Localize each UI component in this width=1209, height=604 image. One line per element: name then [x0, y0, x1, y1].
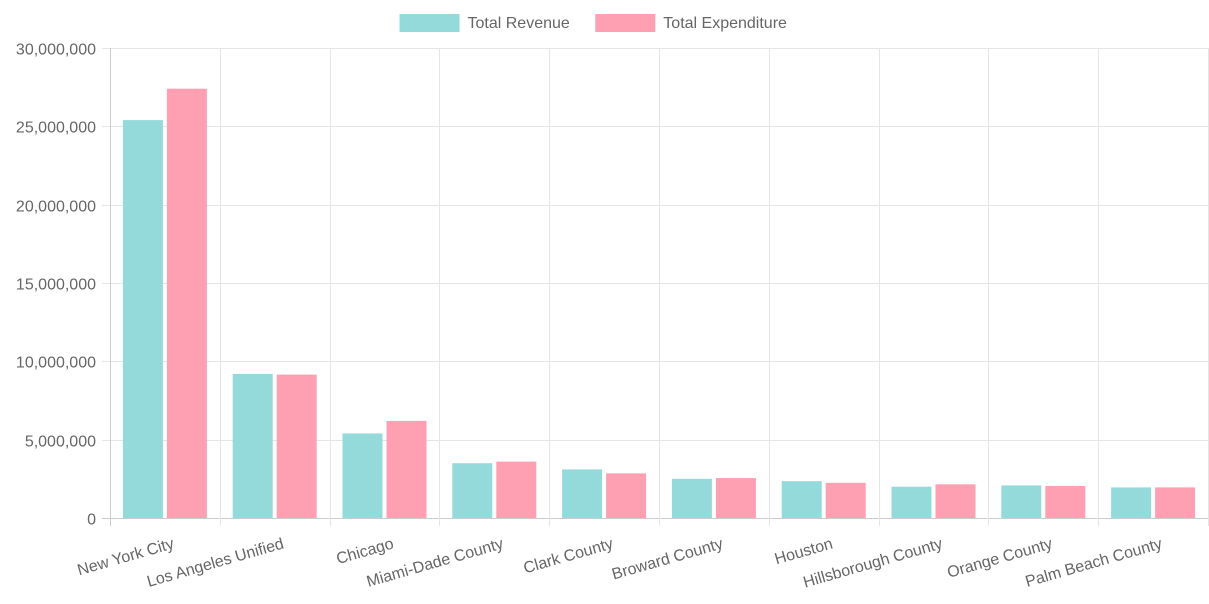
y-tick-label: 5,000,000	[25, 434, 96, 451]
bar-revenue[interactable]	[781, 481, 822, 518]
bar-expenditure[interactable]	[166, 88, 207, 518]
legend-swatch	[595, 14, 656, 32]
bar-expenditure[interactable]	[496, 461, 537, 518]
legend-item-expenditure[interactable]: Total Expenditure	[595, 14, 787, 32]
bar-revenue[interactable]	[122, 120, 163, 518]
legend-item-revenue[interactable]: Total Revenue	[399, 14, 570, 32]
legend-label: Total Expenditure	[663, 15, 787, 32]
y-tick-label: 25,000,000	[16, 120, 96, 137]
y-tick-label: 20,000,000	[16, 199, 96, 216]
legend-label: Total Revenue	[468, 15, 570, 32]
bar-expenditure[interactable]	[1045, 485, 1086, 518]
bar-revenue[interactable]	[891, 486, 932, 518]
y-tick-label: 30,000,000	[16, 42, 96, 59]
bar-expenditure[interactable]	[935, 484, 976, 518]
bar-revenue[interactable]	[342, 433, 383, 518]
bar-expenditure[interactable]	[606, 473, 647, 518]
y-tick-label: 15,000,000	[16, 277, 96, 294]
legend-swatch	[399, 14, 460, 32]
bars	[122, 88, 1196, 519]
bar-revenue[interactable]	[1111, 487, 1152, 518]
y-tick-label: 10,000,000	[16, 355, 96, 372]
bar-revenue[interactable]	[232, 373, 273, 518]
bar-revenue[interactable]	[1001, 485, 1042, 518]
x-tick-label: Broward County	[610, 536, 725, 584]
legend: Total Revenue Total Expenditure	[399, 14, 787, 32]
bar-revenue[interactable]	[562, 469, 603, 518]
bar-expenditure[interactable]	[386, 420, 427, 518]
x-tick-label: Houston	[773, 536, 835, 569]
bar-expenditure[interactable]	[825, 482, 866, 519]
bar-revenue[interactable]	[452, 463, 493, 518]
bar-expenditure[interactable]	[715, 478, 756, 518]
bar-expenditure[interactable]	[276, 374, 317, 518]
x-tick-label: Chicago	[334, 535, 395, 568]
y-axis: 0 5,000,000 10,000,000 15,000,000 20,000,000…	[16, 42, 96, 529]
bar-expenditure[interactable]	[1155, 487, 1196, 518]
bar-revenue[interactable]	[671, 478, 712, 518]
y-tick-label: 0	[87, 512, 96, 529]
x-tick-label: Clark County	[522, 536, 616, 578]
